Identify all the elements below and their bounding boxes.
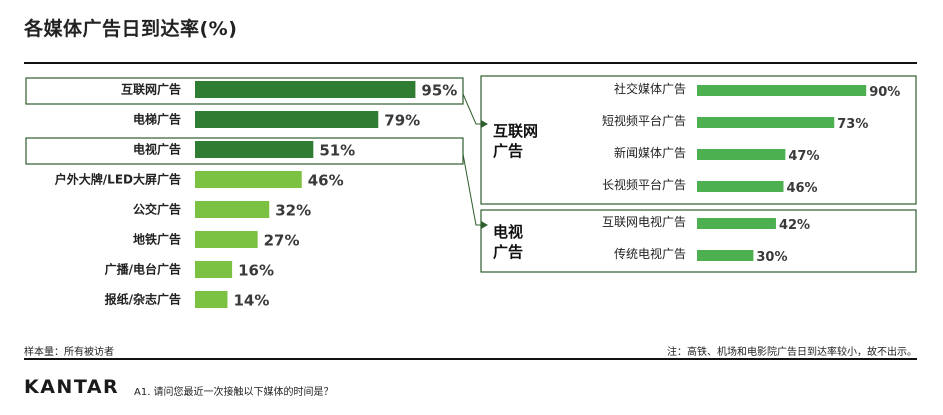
- bar: [195, 141, 314, 158]
- exclusion-note: 注：高铁、机场和电影院广告日到达率较小，故不出示。: [667, 347, 917, 358]
- sub-bar: [697, 85, 867, 96]
- connector-tv-arrow: [481, 221, 488, 229]
- category-label: 电视广告: [133, 142, 181, 157]
- bar: [195, 231, 258, 248]
- internet-breakdown-panel: 互联网广告 社交媒体广告 90% 短视频平台广告 73% 新闻媒体广告 47% 长视频平台广告…: [480, 75, 917, 205]
- kantar-logo: KANTAR: [24, 376, 120, 398]
- value-label: 27%: [264, 232, 300, 250]
- group-label: 互联网: [493, 122, 538, 140]
- group-label: 电视: [493, 223, 523, 241]
- bar: [195, 81, 416, 98]
- connector-lines: [462, 93, 488, 229]
- category-label: 报纸/杂志广告: [105, 292, 181, 307]
- sub-value-label: 73%: [837, 117, 868, 132]
- sub-category-label: 新闻媒体广告: [614, 145, 686, 160]
- bar: [195, 111, 379, 128]
- category-label: 户外大牌/LED大屏广告: [55, 172, 181, 187]
- sub-value-label: 47%: [788, 149, 819, 164]
- connector-internet-arrow: [481, 120, 488, 128]
- page-title: 各媒体广告日到达率(%): [24, 18, 238, 40]
- connector-tv: [462, 153, 481, 226]
- group-label: 广告: [493, 243, 523, 261]
- category-label: 地铁广告: [133, 232, 181, 247]
- sub-category-label: 长视频平台广告: [602, 177, 686, 192]
- sub-category-label: 互联网电视广告: [602, 214, 686, 229]
- bar: [195, 261, 233, 278]
- group-label: 广告: [493, 142, 523, 160]
- value-label: 14%: [233, 292, 269, 310]
- sub-bar: [697, 117, 835, 128]
- sub-category-label: 传统电视广告: [614, 246, 686, 261]
- sample-note: 样本量：所有被访者: [24, 347, 114, 358]
- sub-bar: [697, 250, 754, 261]
- panel-border: [480, 75, 917, 205]
- category-label: 广播/电台广告: [105, 262, 181, 277]
- sub-value-label: 46%: [786, 181, 817, 196]
- category-label: 公交广告: [133, 202, 181, 217]
- survey-question: A1. 请问您最近一次接触以下媒体的时间是？: [134, 387, 334, 398]
- value-label: 16%: [238, 262, 274, 280]
- sub-value-label: 42%: [779, 218, 810, 233]
- sub-value-label: 90%: [869, 85, 900, 100]
- value-label: 95%: [421, 82, 457, 100]
- sub-bar: [697, 181, 784, 192]
- sub-category-label: 短视频平台广告: [602, 113, 686, 128]
- sub-bar: [697, 149, 786, 160]
- sub-category-label: 社交媒体广告: [614, 81, 686, 96]
- value-label: 46%: [308, 172, 344, 190]
- bar: [195, 291, 228, 308]
- value-label: 32%: [275, 202, 311, 220]
- highlight-box-0: [25, 77, 464, 105]
- panel-border: [480, 209, 917, 273]
- value-label: 51%: [319, 142, 355, 160]
- main-bar-chart: 互联网广告 95% 电梯广告 79% 电视广告 51% 户外大牌/LED大屏广告 46% 公交广…: [25, 77, 464, 310]
- highlight-box-2: [25, 137, 464, 165]
- sub-value-label: 30%: [756, 250, 787, 265]
- bar: [195, 201, 270, 218]
- connector-internet: [462, 93, 481, 125]
- sub-bar: [697, 218, 776, 229]
- category-label: 电梯广告: [133, 112, 181, 127]
- bottom-rule: [24, 358, 917, 360]
- tv-breakdown-panel: 电视广告 互联网电视广告 42% 传统电视广告 30%: [480, 209, 917, 273]
- category-label: 互联网广告: [121, 82, 181, 97]
- bar: [195, 171, 302, 188]
- value-label: 79%: [384, 112, 420, 130]
- top-rule: [24, 62, 917, 64]
